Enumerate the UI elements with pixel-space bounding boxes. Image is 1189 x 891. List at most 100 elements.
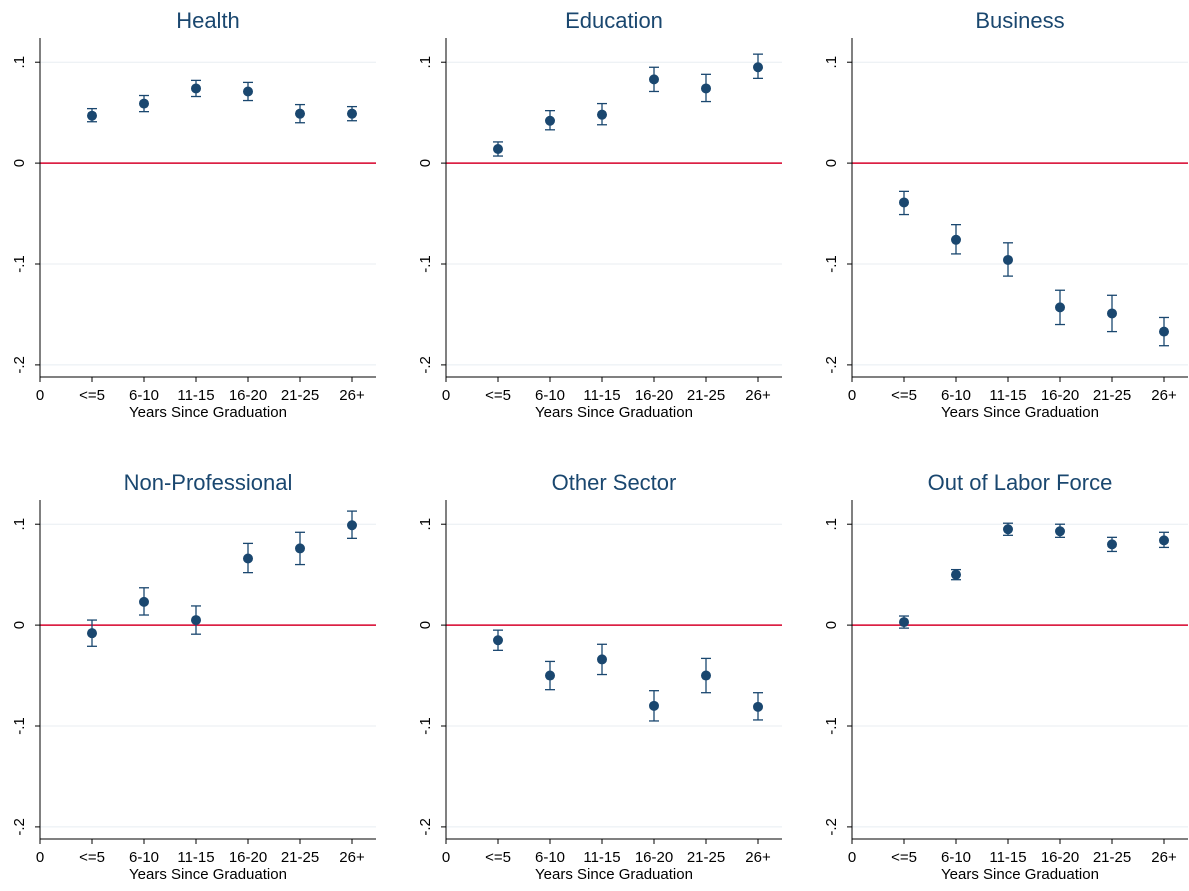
x-tick-label: 21-25 [281, 849, 319, 866]
x-axis-title: Years Since Graduation [535, 866, 693, 883]
panel-title: Other Sector [552, 470, 677, 495]
data-point [1159, 326, 1169, 337]
x-tick-label: <=5 [79, 849, 105, 866]
y-tick-label: .1 [11, 56, 28, 69]
panel-title: Education [565, 8, 663, 33]
x-axis-title: Years Since Graduation [941, 404, 1099, 421]
x-tick-label: 11-15 [583, 849, 620, 866]
data-point [243, 553, 253, 564]
x-tick-label: 11-15 [177, 849, 214, 866]
x-tick-label: 6-10 [129, 849, 159, 866]
panel-title: Business [975, 8, 1064, 33]
data-point [1003, 254, 1013, 265]
data-point [1107, 539, 1117, 550]
y-tick-label: -.1 [11, 255, 28, 273]
y-tick-label: .1 [823, 518, 840, 531]
data-point [545, 670, 555, 681]
panel-6: .1 0 -.1 -.2 0 <=5 6-10 11-15 16-20 21-25 26+ Years… [823, 470, 1188, 883]
data-point [295, 108, 305, 119]
x-tick-label: 0 [442, 387, 450, 404]
x-tick-label: 11-15 [989, 387, 1026, 404]
y-tick-label: -.2 [11, 818, 28, 836]
data-point [87, 110, 97, 121]
data-point [1003, 524, 1013, 535]
y-tick-label: 0 [417, 621, 434, 629]
y-tick-label: 0 [823, 159, 840, 167]
data-point [545, 115, 555, 126]
y-tick-label: -.2 [11, 356, 28, 374]
x-axis-title: Years Since Graduation [941, 866, 1099, 883]
panel-title: Out of Labor Force [928, 470, 1113, 495]
data-point [493, 143, 503, 154]
y-tick-label: -.2 [823, 818, 840, 836]
y-tick-label: -.2 [417, 818, 434, 836]
x-tick-label: 0 [36, 387, 44, 404]
y-tick-label: 0 [11, 159, 28, 167]
y-tick-label: .1 [823, 56, 840, 69]
x-tick-label: 21-25 [1093, 849, 1131, 866]
x-tick-label: 0 [442, 849, 450, 866]
x-tick-label: 0 [848, 849, 856, 866]
y-tick-label: -.1 [417, 255, 434, 273]
panel-title: Non-Professional [124, 470, 293, 495]
x-tick-label: 16-20 [635, 387, 673, 404]
x-tick-label: 21-25 [281, 387, 319, 404]
x-tick-label: 26+ [1151, 387, 1177, 404]
y-tick-label: -.1 [823, 255, 840, 273]
data-point [899, 197, 909, 208]
x-tick-label: 6-10 [941, 387, 971, 404]
y-tick-label: 0 [11, 621, 28, 629]
y-tick-label: 0 [417, 159, 434, 167]
x-tick-label: 11-15 [989, 849, 1026, 866]
x-tick-label: 6-10 [535, 849, 565, 866]
x-tick-label: <=5 [891, 849, 917, 866]
data-point [951, 234, 961, 245]
data-point [753, 701, 763, 712]
panel-4: .1 0 -.1 -.2 0 <=5 6-10 11-15 16-20 21-25 26+ Years… [11, 470, 376, 883]
x-tick-label: 16-20 [229, 387, 267, 404]
x-tick-label: 26+ [339, 849, 365, 866]
x-tick-label: 26+ [745, 387, 771, 404]
panel-5: .1 0 -.1 -.2 0 <=5 6-10 11-15 16-20 21-25 26+ Years… [417, 470, 782, 883]
data-point [243, 86, 253, 97]
x-tick-label: 6-10 [941, 849, 971, 866]
x-tick-label: 16-20 [1041, 387, 1079, 404]
data-point [899, 617, 909, 628]
data-point [295, 543, 305, 554]
y-tick-label: .1 [417, 518, 434, 531]
y-tick-label: .1 [11, 518, 28, 531]
x-tick-label: 6-10 [535, 387, 565, 404]
data-point [139, 596, 149, 607]
data-point [597, 109, 607, 120]
y-tick-label: -.2 [417, 356, 434, 374]
x-tick-label: 21-25 [1093, 387, 1131, 404]
data-point [649, 700, 659, 711]
y-tick-label: -.1 [11, 717, 28, 735]
x-axis-title: Years Since Graduation [535, 404, 693, 421]
x-tick-label: 6-10 [129, 387, 159, 404]
data-point [701, 83, 711, 94]
data-point [139, 98, 149, 109]
x-tick-label: <=5 [485, 849, 511, 866]
x-tick-label: 21-25 [687, 387, 725, 404]
x-tick-label: <=5 [79, 387, 105, 404]
x-tick-label: 0 [36, 849, 44, 866]
panel-1: .1 0 -.1 -.2 0 <=5 6-10 11-15 16-20 21-25 26+ Years… [11, 8, 376, 421]
x-tick-label: 16-20 [635, 849, 673, 866]
x-tick-label: 11-15 [583, 387, 620, 404]
panel-3: .1 0 -.1 -.2 0 <=5 6-10 11-15 16-20 21-25 26+ Years… [823, 8, 1188, 421]
data-point [191, 83, 201, 94]
data-point [87, 628, 97, 639]
data-point [951, 569, 961, 580]
data-point [493, 635, 503, 646]
x-tick-label: 26+ [745, 849, 771, 866]
y-tick-label: -.1 [417, 717, 434, 735]
data-point [649, 74, 659, 85]
y-tick-label: .1 [417, 56, 434, 69]
data-point [1107, 308, 1117, 319]
data-point [1055, 302, 1065, 313]
x-tick-label: 16-20 [229, 849, 267, 866]
x-tick-label: 16-20 [1041, 849, 1079, 866]
x-axis-title: Years Since Graduation [129, 404, 287, 421]
